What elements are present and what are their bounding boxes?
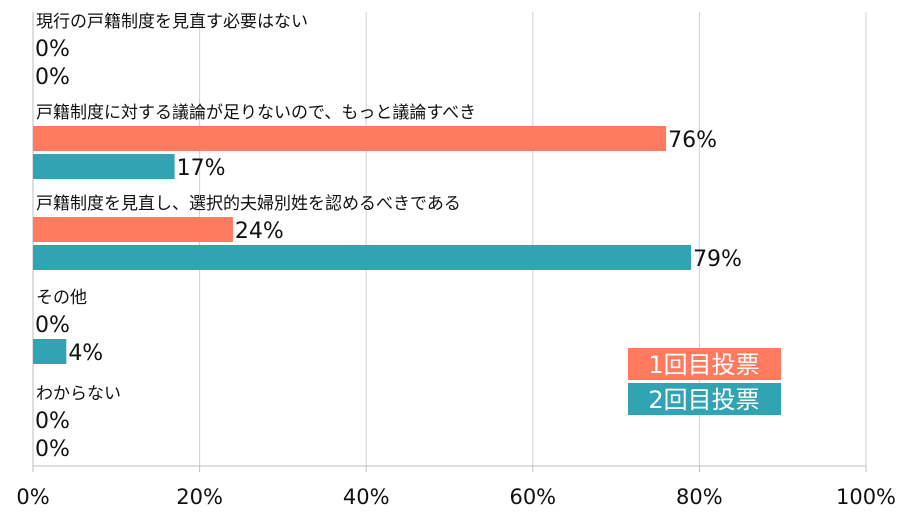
bar — [33, 154, 175, 179]
data-label: 0% — [35, 65, 70, 90]
data-label: 0% — [35, 37, 70, 62]
bars — [33, 126, 692, 364]
legend-label: 1回目投票 — [648, 351, 759, 379]
category-label: わからない — [36, 384, 121, 404]
category-label: 現行の戸籍制度を見直す必要はない — [36, 12, 308, 32]
x-tick-label: 40% — [343, 485, 390, 509]
legend: 1回目投票 2回目投票 — [628, 348, 781, 415]
x-tick-label: 80% — [676, 485, 723, 509]
data-label: 79% — [693, 247, 742, 272]
data-label: 24% — [235, 219, 284, 244]
category-label: 戸籍制度を見直し、選択的夫婦別姓を認めるべきである — [36, 194, 461, 214]
category-label: その他 — [36, 288, 87, 308]
labels: 現行の戸籍制度を見直す必要はない 0% 0% 戸籍制度に対する議論が足りないので、もっ… — [35, 12, 742, 462]
data-label: 0% — [35, 313, 70, 338]
data-label: 4% — [68, 341, 103, 366]
legend-swatch — [628, 348, 781, 380]
bar — [33, 217, 233, 242]
x-tick-label: 60% — [509, 485, 556, 509]
x-tick-label: 100% — [836, 485, 896, 509]
legend-swatch — [628, 383, 781, 415]
bar — [33, 339, 67, 364]
x-axis: 0% 20% 40% 60% 80% 100% — [16, 12, 896, 509]
data-label: 0% — [35, 409, 70, 434]
bar — [33, 245, 692, 270]
x-tick-label: 0% — [16, 485, 49, 509]
bar — [33, 126, 667, 151]
legend-label: 2回目投票 — [648, 386, 759, 414]
data-label: 0% — [35, 437, 70, 462]
data-label: 17% — [177, 156, 226, 181]
x-tick-label: 20% — [176, 485, 223, 509]
data-label: 76% — [668, 128, 717, 153]
category-label: 戸籍制度に対する議論が足りないので、もっと議論すべき — [36, 103, 476, 123]
